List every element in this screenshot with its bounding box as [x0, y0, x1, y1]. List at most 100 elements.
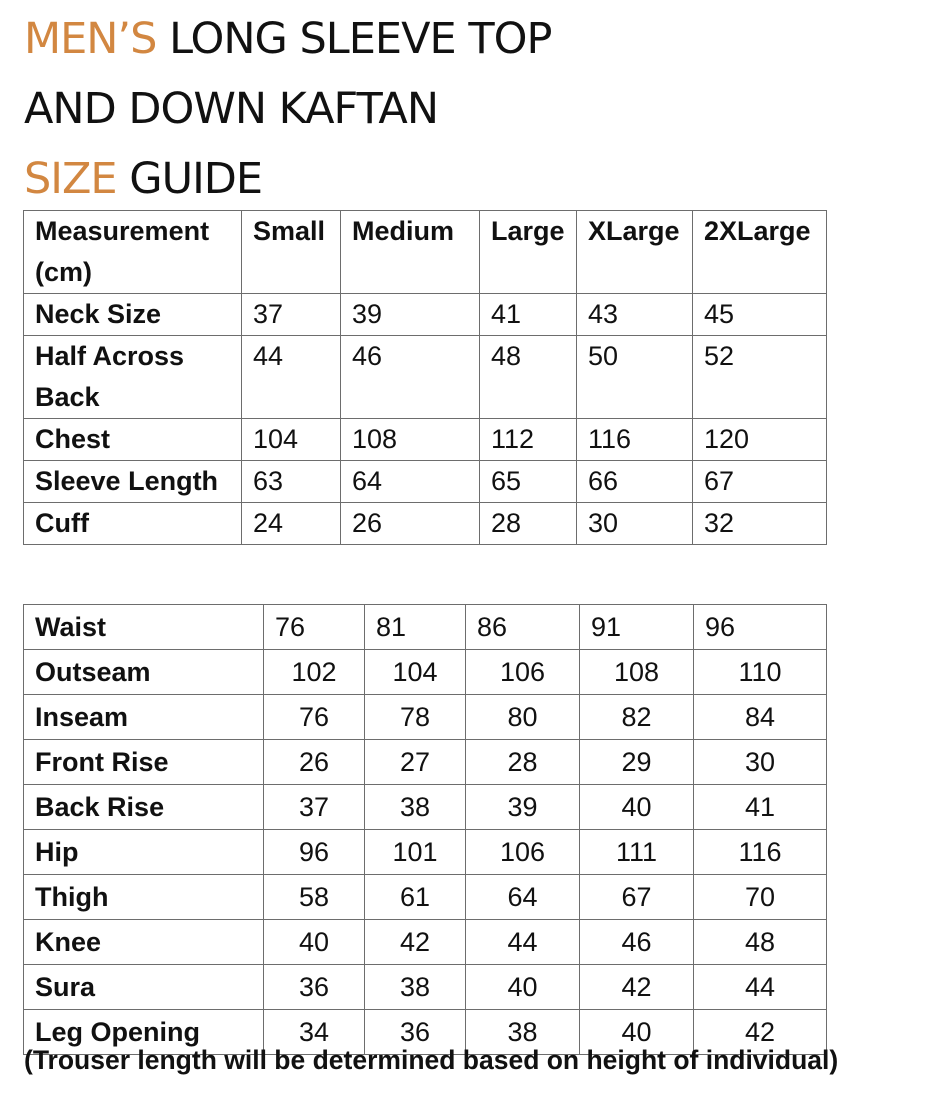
table-row: Back Rise 37 38 39 40 41 [23, 784, 827, 830]
table-cell: 40 [263, 919, 365, 965]
table-cell: 108 [340, 418, 480, 461]
table-row: Neck Size 37 39 41 43 45 [23, 293, 827, 336]
table-cell: 26 [340, 502, 480, 545]
table-cell: 108 [579, 649, 694, 695]
row-label: Neck Size [23, 293, 242, 336]
table-cell: 66 [576, 460, 693, 503]
header-xlarge: XLarge [576, 210, 693, 294]
bottom-size-table-body: Waist 76 81 86 91 96 Outseam 102 104 106 108 110 Ins… [23, 604, 827, 1055]
table-row: Leg Opening 34 36 38 40 42 [23, 1009, 827, 1055]
row-label: Back Rise [23, 784, 264, 830]
table-row: Hip 96 101 106 111 116 [23, 829, 827, 875]
title-line-1: MEN’S LONG SLEEVE TOP [24, 4, 552, 74]
row-label: Knee [23, 919, 264, 965]
header-small: Small [241, 210, 341, 294]
table-cell: 40 [579, 784, 694, 830]
table-cell: 78 [364, 694, 466, 740]
row-label: Hip [23, 829, 264, 875]
row-label: Cuff [23, 502, 242, 545]
table-cell: 32 [692, 502, 827, 545]
row-label: Sura [23, 964, 264, 1010]
table-cell: 26 [263, 739, 365, 785]
table-cell: 48 [693, 919, 827, 965]
table-cell: 76 [263, 604, 365, 650]
table-cell: 76 [263, 694, 365, 740]
table-row: Thigh 58 61 64 67 70 [23, 874, 827, 920]
title-accent-mens: MEN’S [24, 14, 157, 64]
table-cell: 48 [479, 335, 577, 419]
table-cell: 38 [364, 964, 466, 1010]
table-cell: 39 [340, 293, 480, 336]
bottom-size-table: Waist 76 81 86 91 96 Outseam 102 104 106 108 110 Ins… [23, 604, 827, 1055]
table-row: Half Across Back 44 46 48 50 52 [23, 335, 827, 419]
table-row: Outseam 102 104 106 108 110 [23, 649, 827, 695]
table-cell: 112 [479, 418, 577, 461]
table-cell: 28 [479, 502, 577, 545]
table-cell: 34 [263, 1009, 365, 1055]
table-cell: 82 [579, 694, 694, 740]
table-cell: 96 [263, 829, 365, 875]
table-cell: 37 [263, 784, 365, 830]
table-row: Chest 104 108 112 116 120 [23, 418, 827, 461]
top-size-table: Measurement (cm) Small Medium Large XLar… [23, 210, 827, 545]
table-cell: 106 [465, 649, 580, 695]
table-cell: 43 [576, 293, 693, 336]
table-cell: 30 [693, 739, 827, 785]
table-cell: 38 [465, 1009, 580, 1055]
table-cell: 64 [340, 460, 480, 503]
table-cell: 27 [364, 739, 466, 785]
table-cell: 30 [576, 502, 693, 545]
table-cell: 40 [579, 1009, 694, 1055]
row-label: Waist [23, 604, 264, 650]
table-cell: 42 [579, 964, 694, 1010]
table-cell: 84 [693, 694, 827, 740]
title-line-3: SIZE GUIDE [24, 144, 551, 214]
row-label: Half Across Back [23, 335, 242, 419]
table-cell: 104 [241, 418, 341, 461]
title-line-3-rest: GUIDE [116, 154, 263, 204]
table-cell: 45 [692, 293, 827, 336]
table-row: Waist 76 81 86 91 96 [23, 604, 827, 650]
table-row: Sura 36 38 40 42 44 [23, 964, 827, 1010]
row-label: Leg Opening [23, 1009, 264, 1055]
header-medium: Medium [340, 210, 480, 294]
table-row: Sleeve Length 63 64 65 66 67 [23, 460, 827, 503]
table-cell: 41 [693, 784, 827, 830]
row-label: Chest [23, 418, 242, 461]
title-line-2: AND DOWN KAFTAN [24, 84, 439, 134]
table-cell: 36 [263, 964, 365, 1010]
row-label: Outseam [23, 649, 264, 695]
table-cell: 46 [579, 919, 694, 965]
table-row: Inseam 76 78 80 82 84 [23, 694, 827, 740]
table-cell: 63 [241, 460, 341, 503]
table-cell: 64 [465, 874, 580, 920]
table-cell: 67 [579, 874, 694, 920]
table-cell: 91 [579, 604, 694, 650]
row-label: Thigh [23, 874, 264, 920]
trouser-length-note: (Trouser length will be determined based… [24, 1045, 839, 1075]
table-row: Front Rise 26 27 28 29 30 [23, 739, 827, 785]
table-header-row: Measurement (cm) Small Medium Large XLar… [23, 210, 827, 294]
table-cell: 52 [692, 335, 827, 419]
table-cell: 41 [479, 293, 577, 336]
table-cell: 120 [692, 418, 827, 461]
table-cell: 38 [364, 784, 466, 830]
table-cell: 28 [465, 739, 580, 785]
row-label: Sleeve Length [23, 460, 242, 503]
table-cell: 40 [465, 964, 580, 1010]
table-row: Knee 40 42 44 46 48 [23, 919, 827, 965]
table-cell: 96 [693, 604, 827, 650]
table-cell: 46 [340, 335, 480, 419]
table-cell: 116 [693, 829, 827, 875]
table-cell: 29 [579, 739, 694, 785]
table-cell: 42 [364, 919, 466, 965]
table-cell: 24 [241, 502, 341, 545]
table-cell: 67 [692, 460, 827, 503]
table-cell: 58 [263, 874, 365, 920]
row-label: Front Rise [23, 739, 264, 785]
table-cell: 42 [693, 1009, 827, 1055]
table-cell: 50 [576, 335, 693, 419]
table-cell: 44 [465, 919, 580, 965]
table-cell: 116 [576, 418, 693, 461]
table-cell: 65 [479, 460, 577, 503]
